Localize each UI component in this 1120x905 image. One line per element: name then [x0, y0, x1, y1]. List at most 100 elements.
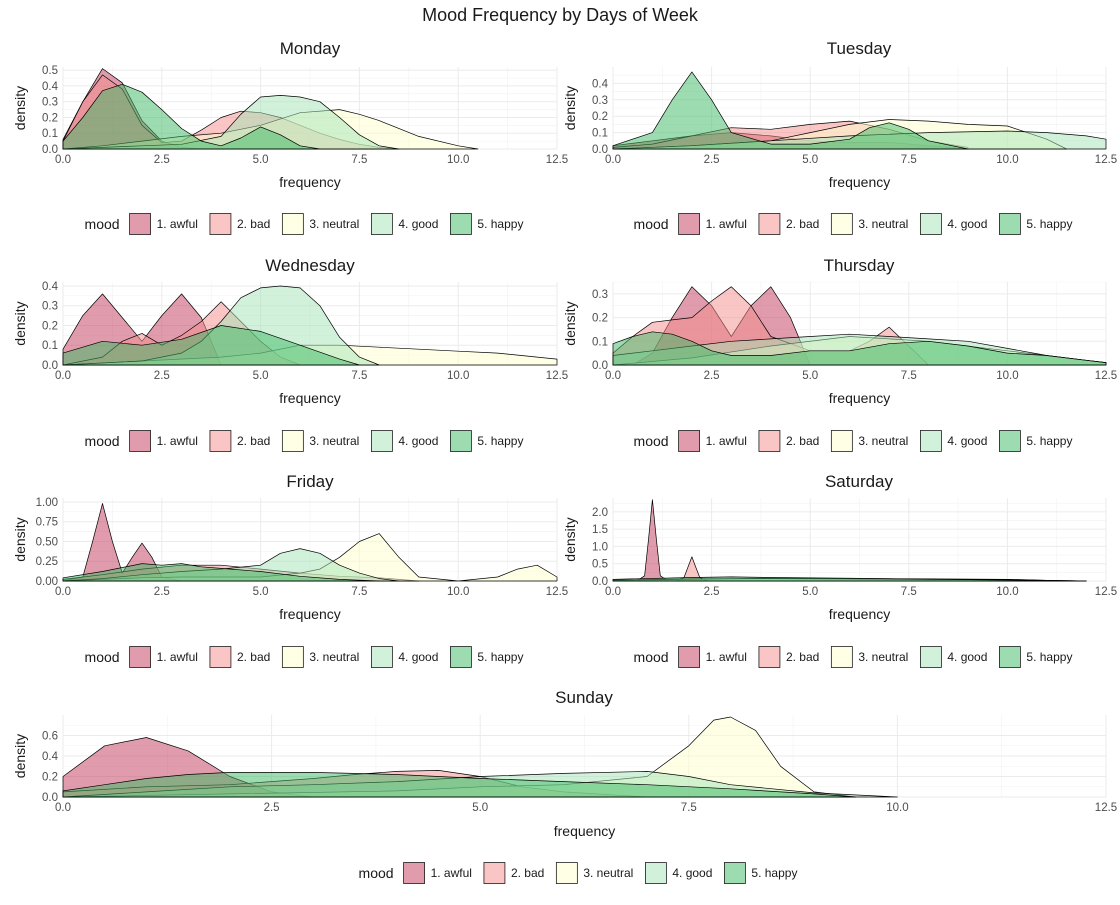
- legend-key-2-bad: [209, 213, 232, 235]
- legend-key-2-bad: [209, 646, 232, 668]
- legend-key-3-neutral: [281, 430, 304, 452]
- legend-key-1-awful: [403, 862, 425, 884]
- legend-label-2-bad: 2. bad: [237, 217, 270, 231]
- legend-key-2-bad: [483, 862, 506, 884]
- x-tick-label: 12.5: [546, 370, 568, 382]
- legend-key-1-awful: [678, 430, 700, 452]
- x-tick-label: 0.0: [55, 586, 71, 598]
- panel-monday: Monday 0.0 2.5 5.0 7.5 10.0 12.5 0.0 0.1 0.2 0.3 0.…: [12, 39, 568, 235]
- legend-label-2-bad: 2. bad: [237, 434, 270, 448]
- y-tick-label: 1.0: [592, 541, 608, 553]
- x-tick-label: 2.5: [154, 370, 170, 382]
- legend: mood 1. awful 2. bad 3. neutral 4. good 5. ha…: [634, 213, 1072, 235]
- density-5-happy: [62, 83, 321, 150]
- legend-key-3-neutral: [830, 430, 853, 452]
- panel-title: Wednesday: [265, 256, 355, 275]
- x-tick-label: 10.0: [996, 370, 1018, 382]
- legend-label-3-neutral: 3. neutral: [858, 217, 908, 231]
- legend: mood 1. awful 2. bad 3. neutral 4. good 5. ha…: [634, 430, 1072, 452]
- legend-label-1-awful: 1. awful: [157, 217, 198, 231]
- panel-title: Sunday: [555, 688, 613, 707]
- y-axis-title: density: [12, 301, 28, 345]
- x-tick-label: 12.5: [1095, 154, 1117, 166]
- y-tick-label: 0.0: [592, 144, 608, 156]
- x-tick-label: 10.0: [447, 586, 469, 598]
- legend-key-2-bad: [758, 430, 781, 452]
- legend-title: mood: [85, 433, 120, 449]
- legend-label-2-bad: 2. bad: [237, 650, 270, 664]
- x-tick-label: 5.0: [802, 586, 818, 598]
- legend-label-3-neutral: 3. neutral: [858, 650, 908, 664]
- legend-key-5-happy: [450, 213, 472, 235]
- y-tick-label: 0.50: [36, 536, 58, 548]
- y-tick-label: 0.0: [42, 360, 58, 372]
- x-tick-label: 10.0: [447, 370, 469, 382]
- panel-thursday: Thursday 0.0 2.5 5.0 7.5 10.0 12.5 0.0 0.1 0.2 0.3…: [562, 256, 1117, 452]
- legend-label-2-bad: 2. bad: [786, 434, 819, 448]
- y-tick-label: 0.0: [42, 792, 58, 804]
- legend-label-1-awful: 1. awful: [706, 650, 747, 664]
- legend-label-4-good: 4. good: [398, 434, 438, 448]
- y-tick-label: 0.4: [592, 78, 609, 90]
- y-tick-label: 0.3: [42, 97, 58, 109]
- y-tick-label: 0.6: [42, 731, 58, 743]
- y-tick-label: 0.0: [592, 360, 608, 372]
- x-tick-label: 0.0: [55, 802, 71, 814]
- panel-wednesday: Wednesday 0.0 2.5 5.0 7.5 10.0 12.5 0.0 0.1 0.2 0.…: [12, 256, 568, 452]
- legend-label-3-neutral: 3. neutral: [858, 434, 908, 448]
- y-tick-label: 1.5: [592, 524, 608, 536]
- y-tick-label: 0.4: [42, 81, 59, 93]
- y-tick-label: 0.0: [42, 144, 58, 156]
- legend-key-4-good: [371, 213, 393, 235]
- density-5-happy: [62, 563, 380, 582]
- y-tick-label: 0.1: [42, 128, 58, 140]
- legend-label-3-neutral: 3. neutral: [309, 217, 359, 231]
- legend-key-4-good: [371, 430, 393, 452]
- x-tick-label: 0.0: [55, 370, 71, 382]
- legend-label-1-awful: 1. awful: [431, 866, 472, 880]
- legend-label-1-awful: 1. awful: [157, 434, 198, 448]
- y-tick-label: 0.3: [42, 301, 58, 313]
- legend-label-1-awful: 1. awful: [157, 650, 198, 664]
- x-tick-label: 10.0: [447, 154, 469, 166]
- y-tick-label: 0.2: [42, 772, 58, 784]
- x-tick-label: 5.0: [802, 370, 818, 382]
- legend-label-3-neutral: 3. neutral: [309, 434, 359, 448]
- legend-label-2-bad: 2. bad: [511, 866, 544, 880]
- legend-key-5-happy: [999, 213, 1021, 235]
- x-tick-label: 0.0: [605, 586, 621, 598]
- legend: mood 1. awful 2. bad 3. neutral 4. good 5. ha…: [634, 646, 1072, 668]
- x-tick-label: 7.5: [901, 154, 917, 166]
- panel-saturday: Saturday 0.0 2.5 5.0 7.5 10.0 12.5 0.0 0.5 1.0 1.5…: [562, 472, 1117, 668]
- x-tick-label: 12.5: [1095, 802, 1117, 814]
- legend-label-3-neutral: 3. neutral: [309, 650, 359, 664]
- legend-key-2-bad: [758, 213, 781, 235]
- legend-label-4-good: 4. good: [398, 650, 438, 664]
- legend-key-4-good: [920, 646, 942, 668]
- x-axis-title: frequency: [829, 606, 890, 622]
- legend-key-4-good: [371, 646, 393, 668]
- legend: mood 1. awful 2. bad 3. neutral 4. good 5. ha…: [85, 430, 523, 452]
- y-tick-label: 1.00: [36, 497, 58, 509]
- x-tick-label: 5.0: [472, 802, 488, 814]
- y-axis-title: density: [562, 86, 578, 130]
- y-tick-label: 0.2: [592, 111, 608, 123]
- y-tick-label: 2.0: [592, 507, 608, 519]
- legend-label-5-happy: 5. happy: [751, 866, 797, 880]
- panel-friday: Friday 0.0 2.5 5.0 7.5 10.0 12.5 0.00 0.25 0.50 0.…: [12, 472, 568, 668]
- x-tick-label: 7.5: [901, 370, 917, 382]
- legend-label-5-happy: 5. happy: [1026, 217, 1072, 231]
- legend-label-5-happy: 5. happy: [1026, 650, 1072, 664]
- legend-key-3-neutral: [555, 862, 578, 884]
- legend-key-5-happy: [724, 862, 746, 884]
- x-tick-label: 5.0: [253, 370, 269, 382]
- panel-title: Saturday: [825, 472, 894, 491]
- legend: mood 1. awful 2. bad 3. neutral 4. good 5. ha…: [85, 646, 523, 668]
- y-tick-label: 0.1: [592, 128, 608, 140]
- legend-key-1-awful: [129, 213, 151, 235]
- legend-label-4-good: 4. good: [398, 217, 438, 231]
- x-tick-label: 2.5: [264, 802, 280, 814]
- panel-title: Friday: [286, 472, 334, 491]
- legend-title: mood: [634, 216, 669, 232]
